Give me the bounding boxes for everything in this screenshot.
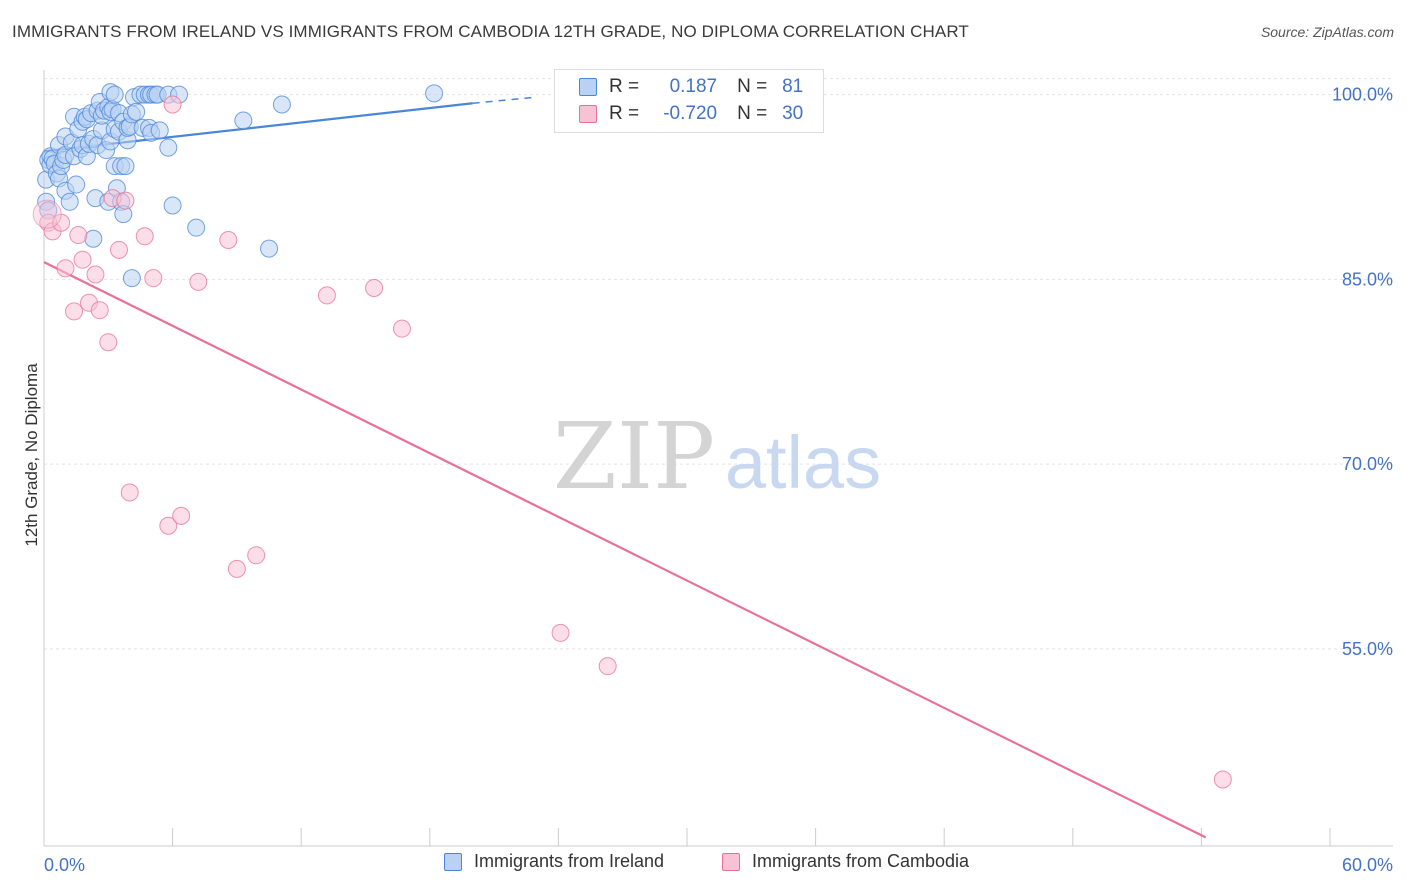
series-legend-ireland: Immigrants from Ireland — [444, 851, 664, 872]
series-label-cambodia: Immigrants from Cambodia — [752, 851, 970, 871]
legend-row-cambodia: R = -0.720 N = 30 — [579, 102, 803, 126]
axes — [43, 70, 1393, 847]
x-tick-label-max: 60.0% — [1342, 855, 1393, 875]
cambodia-point — [317, 286, 336, 305]
x-tick-label-min: 0.0% — [44, 855, 85, 875]
cambodia-point — [90, 301, 109, 320]
cambodia-point — [227, 559, 246, 578]
cambodia-point-cluster — [32, 199, 62, 229]
legend-r-value-cambodia: -0.720 — [663, 103, 718, 124]
ireland-point — [122, 269, 141, 288]
cambodia-point — [120, 483, 139, 502]
cambodia-point — [392, 319, 411, 338]
cambodia-point — [163, 95, 182, 114]
legend-swatch-ireland — [579, 78, 597, 96]
ireland-trend-extension — [472, 96, 538, 105]
y-tick-labels: 100.0% 85.0% 70.0% 55.0% — [1332, 85, 1393, 659]
source-label: Source: ZipAtlas.com — [1260, 24, 1394, 40]
ireland-point — [60, 192, 79, 211]
series-label-ireland: Immigrants from Ireland — [474, 851, 665, 871]
x-tick-labels: 0.0% 60.0% — [44, 855, 1393, 875]
cambodia-point — [551, 623, 570, 642]
cambodia-point — [86, 265, 105, 284]
legend-r-label: R = — [609, 76, 640, 97]
legend-row-ireland: R = 0.187 N = 81 — [579, 75, 803, 99]
cambodia-point — [172, 506, 191, 525]
data-points — [32, 83, 1232, 789]
cambodia-point — [159, 516, 178, 535]
cambodia-point — [189, 272, 208, 291]
chart-title: IMMIGRANTS FROM IRELAND VS IMMIGRANTS FR… — [12, 22, 969, 41]
ireland-point — [425, 84, 444, 103]
y-tick-label: 85.0% — [1342, 269, 1393, 289]
gridlines — [44, 78, 1393, 650]
ireland-point — [163, 196, 182, 215]
y-tick-label: 100.0% — [1332, 85, 1393, 105]
legend-swatch-cambodia — [579, 105, 597, 123]
watermark-atlas: atlas — [725, 421, 881, 504]
cambodia-point — [56, 259, 75, 278]
cambodia-point — [116, 191, 135, 210]
watermark: ZIP atlas — [553, 403, 881, 510]
ireland-point — [234, 111, 253, 130]
cambodia-point — [219, 230, 238, 249]
ireland-point — [159, 138, 178, 157]
ireland-point — [127, 102, 146, 121]
correlation-legend: R = 0.187 N = 81 R = -0.720 N = 30 — [554, 69, 824, 133]
ireland-point — [84, 229, 103, 248]
ireland-point — [105, 85, 124, 104]
legend-n-value-cambodia: 30 — [782, 103, 804, 124]
legend-r-value-ireland: 0.187 — [669, 76, 718, 97]
series-swatch-ireland — [444, 852, 462, 871]
cambodia-point — [598, 657, 617, 676]
cambodia-point — [247, 546, 266, 565]
legend-n-label: N = — [737, 76, 768, 97]
legend-n-value-ireland: 81 — [782, 76, 804, 97]
legend-n-label: N = — [737, 103, 768, 124]
ireland-point — [187, 218, 206, 237]
watermark-zip: ZIP — [553, 403, 715, 510]
ireland-point — [67, 175, 86, 194]
ireland-point — [150, 121, 169, 140]
cambodia-point — [144, 269, 163, 288]
ireland-point — [260, 239, 279, 258]
ireland-point — [272, 95, 291, 114]
cambodia-point — [65, 302, 84, 321]
cambodia-point — [135, 227, 154, 246]
series-legend: Immigrants from Ireland Immigrants from … — [0, 851, 1406, 877]
cambodia-point — [99, 333, 118, 352]
cambodia-point — [110, 240, 129, 259]
cambodia-point — [73, 250, 92, 269]
cambodia-point — [1213, 770, 1232, 789]
ireland-point — [116, 157, 135, 176]
series-swatch-cambodia — [722, 852, 740, 871]
y-tick-label: 70.0% — [1342, 454, 1393, 474]
y-axis-label: 12th Grade, No Diploma — [22, 363, 41, 547]
y-tick-label: 55.0% — [1342, 639, 1393, 659]
legend-r-label: R = — [609, 103, 640, 124]
cambodia-trend-line — [43, 261, 1207, 839]
cambodia-point — [69, 226, 88, 245]
series-legend-cambodia: Immigrants from Cambodia — [722, 851, 969, 872]
cambodia-point — [365, 279, 384, 298]
